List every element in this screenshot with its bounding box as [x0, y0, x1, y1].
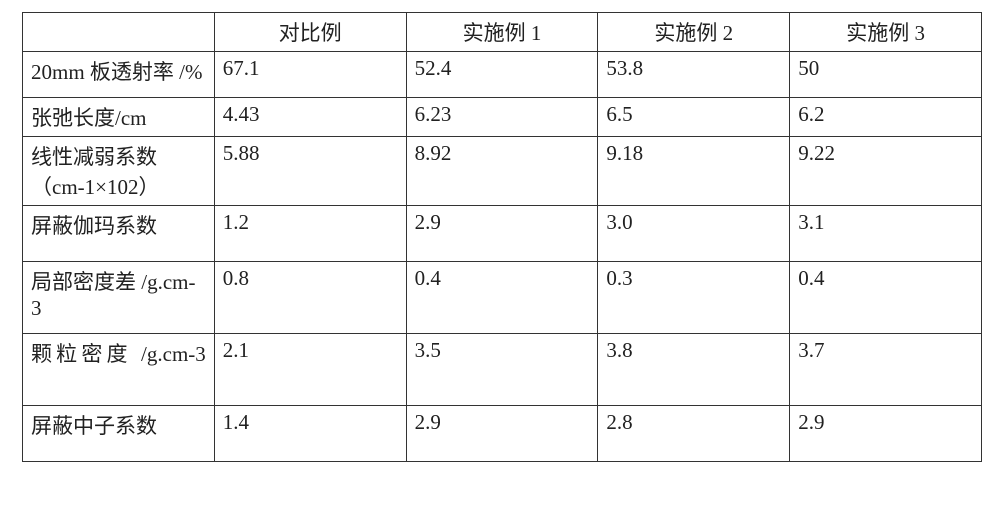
row-label: 屏蔽伽玛系数 — [23, 206, 215, 262]
row-label: 屏蔽中子系数 — [23, 406, 215, 462]
table-row: 张弛长度/cm 4.43 6.23 6.5 6.2 — [23, 98, 982, 137]
cell: 2.9 — [406, 206, 598, 262]
cell: 2.1 — [214, 334, 406, 406]
table-row: 屏蔽伽玛系数 1.2 2.9 3.0 3.1 — [23, 206, 982, 262]
row-label: 20mm 板透射率 /% — [23, 52, 215, 98]
cell: 67.1 — [214, 52, 406, 98]
cell: 6.23 — [406, 98, 598, 137]
cell: 50 — [790, 52, 982, 98]
cell: 1.4 — [214, 406, 406, 462]
header-corner — [23, 13, 215, 52]
row-label: 线性减弱系数 （cm-1×102） — [23, 137, 215, 206]
cell: 1.2 — [214, 206, 406, 262]
cell: 3.1 — [790, 206, 982, 262]
cell: 2.9 — [790, 406, 982, 462]
table-row: 线性减弱系数 （cm-1×102） 5.88 8.92 9.18 9.22 — [23, 137, 982, 206]
header-col-2: 实施例 2 — [598, 13, 790, 52]
cell: 4.43 — [214, 98, 406, 137]
row-label: 局部密度差 /g.cm-3 — [23, 262, 215, 334]
cell: 0.8 — [214, 262, 406, 334]
table-header-row: 对比例 实施例 1 实施例 2 实施例 3 — [23, 13, 982, 52]
data-table: 对比例 实施例 1 实施例 2 实施例 3 20mm 板透射率 /% 67.1 … — [22, 12, 982, 462]
table-row: 屏蔽中子系数 1.4 2.9 2.8 2.9 — [23, 406, 982, 462]
cell: 3.0 — [598, 206, 790, 262]
cell: 53.8 — [598, 52, 790, 98]
cell: 2.8 — [598, 406, 790, 462]
cell: 9.22 — [790, 137, 982, 206]
cell: 6.2 — [790, 98, 982, 137]
header-col-0: 对比例 — [214, 13, 406, 52]
cell: 6.5 — [598, 98, 790, 137]
cell: 3.5 — [406, 334, 598, 406]
table-row: 20mm 板透射率 /% 67.1 52.4 53.8 50 — [23, 52, 982, 98]
cell: 52.4 — [406, 52, 598, 98]
row-label: 颗粒密度 /g.cm-3 — [23, 334, 215, 406]
cell: 0.4 — [406, 262, 598, 334]
cell: 3.8 — [598, 334, 790, 406]
header-col-3: 实施例 3 — [790, 13, 982, 52]
header-col-1: 实施例 1 — [406, 13, 598, 52]
table-row: 颗粒密度 /g.cm-3 2.1 3.5 3.8 3.7 — [23, 334, 982, 406]
cell: 3.7 — [790, 334, 982, 406]
cell: 0.3 — [598, 262, 790, 334]
cell: 8.92 — [406, 137, 598, 206]
row-label: 张弛长度/cm — [23, 98, 215, 137]
cell: 2.9 — [406, 406, 598, 462]
cell: 0.4 — [790, 262, 982, 334]
table-row: 局部密度差 /g.cm-3 0.8 0.4 0.3 0.4 — [23, 262, 982, 334]
cell: 9.18 — [598, 137, 790, 206]
cell: 5.88 — [214, 137, 406, 206]
